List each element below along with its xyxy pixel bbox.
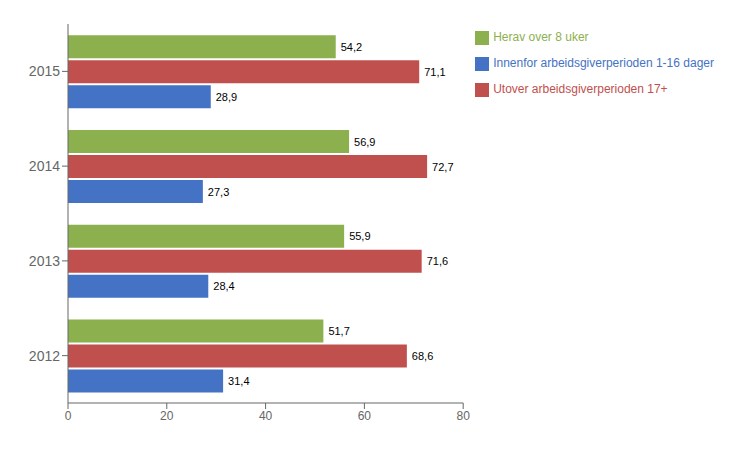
- svg-text:27,3: 27,3: [208, 186, 229, 198]
- svg-text:2013: 2013: [29, 253, 60, 269]
- svg-text:71,1: 71,1: [424, 66, 445, 78]
- svg-text:2015: 2015: [29, 63, 60, 79]
- html-text:Utover arbeidsgiverperioden 17: Utover arbeidsgiverperioden 17+: [493, 82, 668, 96]
- svg-text:31,4: 31,4: [228, 375, 249, 387]
- svg-text:28,9: 28,9: [216, 91, 237, 103]
- svg-text:54,2: 54,2: [341, 41, 362, 53]
- svg-text:72,7: 72,7: [432, 161, 453, 173]
- svg-text:55,9: 55,9: [349, 230, 370, 242]
- html-text:Herav over 8 uker: Herav over 8 uker: [493, 30, 589, 44]
- svg-text:0: 0: [65, 409, 72, 423]
- svg-text:2014: 2014: [29, 158, 60, 174]
- html-text:Innenfor arbeidsgiverperioden: Innenfor arbeidsgiverperioden 1-16 dager: [493, 56, 714, 70]
- svg-text:20: 20: [160, 409, 174, 423]
- svg-text:40: 40: [259, 409, 273, 423]
- svg-text:56,9: 56,9: [354, 136, 375, 148]
- svg-text:68,6: 68,6: [412, 350, 433, 362]
- svg-text:2012: 2012: [29, 348, 60, 364]
- svg-text:60: 60: [358, 409, 372, 423]
- svg-text:28,4: 28,4: [213, 280, 234, 292]
- svg-text:80: 80: [456, 409, 470, 423]
- svg-text:51,7: 51,7: [328, 325, 349, 337]
- svg-text:71,6: 71,6: [427, 255, 448, 267]
